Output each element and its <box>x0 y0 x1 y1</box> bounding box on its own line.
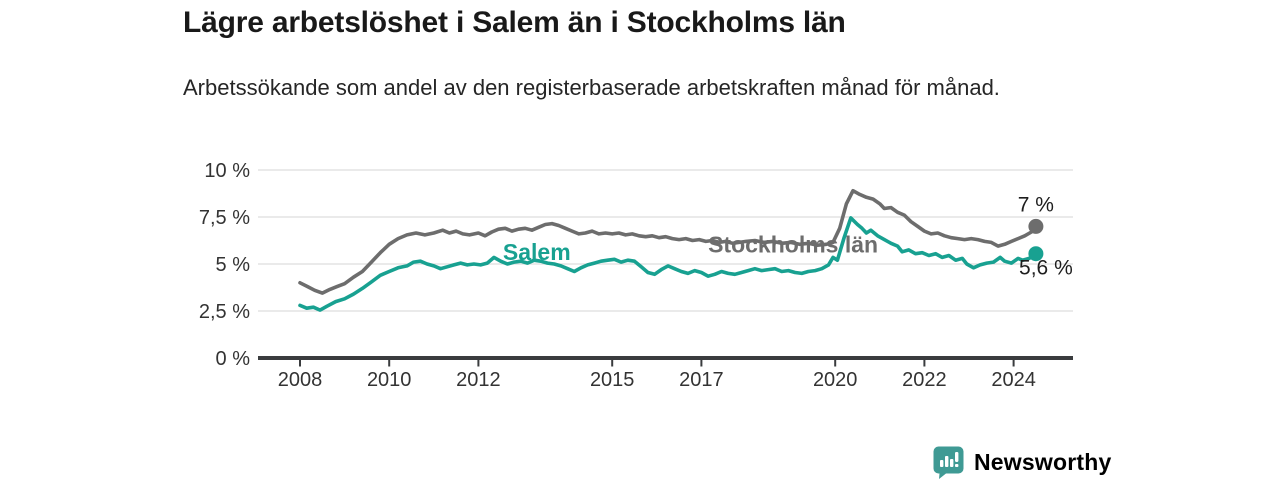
x-tick-label: 2008 <box>278 369 323 391</box>
series-label-salem: Salem <box>503 239 571 265</box>
series-label-stockholms-lan: Stockholms län <box>708 231 878 257</box>
x-tick-label: 2015 <box>590 369 635 391</box>
newsworthy-logo-text: Newsworthy <box>974 448 1112 475</box>
x-tick-label: 2022 <box>902 369 947 391</box>
series-line-salem <box>298 216 1038 312</box>
end-value-label-salem: 5,6 % <box>1019 257 1073 280</box>
series-line-stockholms-lan <box>298 188 1038 295</box>
newsworthy-logo: Newsworthy <box>932 445 1111 479</box>
y-tick-label: 0 % <box>216 348 251 370</box>
y-tick-label: 10 % <box>204 160 250 182</box>
chart-title: Lägre arbetslöshet i Salem än i Stockhol… <box>183 6 846 39</box>
x-tick-label: 2020 <box>813 369 858 391</box>
x-tick-label: 2017 <box>679 369 724 391</box>
bar-chart-speech-bubble-icon <box>933 446 964 479</box>
y-tick-label: 5 % <box>216 254 251 276</box>
x-tick-label: 2010 <box>367 369 412 391</box>
series-end-dot-salem <box>1028 246 1044 262</box>
x-tick-label: 2012 <box>456 369 501 391</box>
chart-subtitle: Arbetssökande som andel av den registerb… <box>183 75 1000 100</box>
y-tick-label: 2,5 % <box>199 301 250 323</box>
series-end-dot-stockholms-lan <box>1028 218 1044 234</box>
end-value-label-stockholms-lan: 7 % <box>1018 193 1054 216</box>
x-tick-label: 2024 <box>991 369 1036 391</box>
y-tick-label: 7,5 % <box>199 207 250 229</box>
